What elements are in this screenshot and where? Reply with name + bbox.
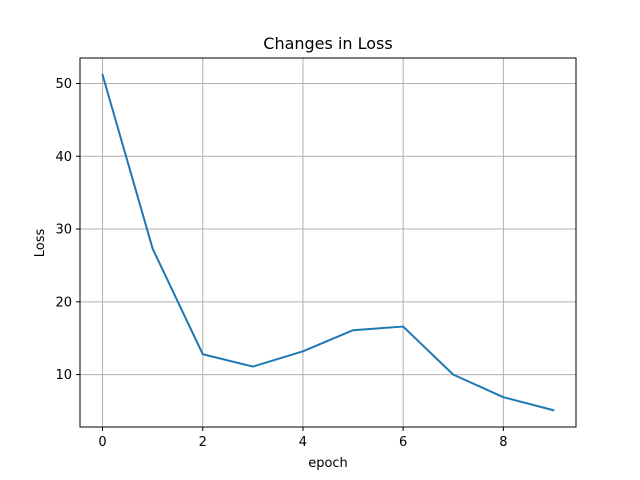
y-axis-label: Loss (33, 229, 48, 258)
x-tick-label: 0 (98, 435, 106, 450)
y-axis: 10 20 30 40 50 (55, 77, 80, 383)
y-tick-label: 40 (55, 150, 72, 165)
x-tick-label: 2 (199, 435, 207, 450)
chart-title: Changes in Loss (263, 34, 392, 53)
y-tick-label: 50 (55, 77, 72, 92)
series-line-loss (101, 73, 555, 412)
x-tick-label: 4 (299, 435, 307, 450)
grid (80, 58, 576, 427)
x-tick-label: 8 (499, 435, 507, 450)
plot-frame (79, 57, 577, 428)
x-axis: 0 2 4 6 8 (98, 427, 507, 450)
x-tick-label: 6 (399, 435, 407, 450)
y-tick-label: 20 (55, 295, 72, 310)
x-axis-label: epoch (308, 456, 348, 471)
y-tick-label: 10 (55, 368, 72, 383)
y-tick-label: 30 (55, 223, 72, 238)
